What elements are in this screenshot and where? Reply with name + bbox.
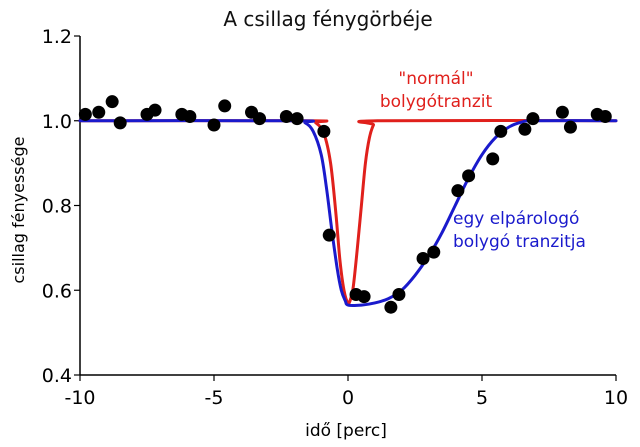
data-point [317, 124, 331, 138]
data-points [78, 95, 612, 314]
data-point [207, 118, 221, 132]
x-ticks: -10 -5 0 5 10 [64, 375, 628, 409]
data-point [218, 99, 232, 113]
curves [78, 118, 618, 307]
x-tick-label: -5 [205, 387, 224, 409]
data-point [92, 105, 106, 119]
axes [79, 36, 616, 376]
data-point [279, 110, 293, 124]
x-axis-label: idő [perc] [305, 421, 387, 441]
data-point [105, 95, 119, 109]
annotation-evaporating-line-2: bolygó tranzitja [453, 232, 586, 252]
data-point [486, 152, 500, 166]
data-point [253, 112, 267, 126]
annotation-normal-transit: "normál" bolygótranzit [380, 69, 493, 112]
data-point [322, 228, 336, 242]
data-point [357, 290, 371, 304]
data-point [392, 287, 406, 301]
data-point [518, 122, 532, 136]
y-tick-label: 0.6 [42, 280, 72, 302]
y-ticks: 0.4 0.6 0.8 1.0 1.2 [42, 26, 80, 387]
y-tick-label: 1.2 [42, 26, 72, 48]
y-tick-label: 1.0 [42, 111, 72, 133]
data-point [494, 124, 508, 138]
y-tick-label: 0.4 [42, 365, 72, 387]
annotation-evaporating-line-1: egy elpárologó [453, 209, 579, 229]
x-tick-label: 5 [476, 387, 488, 409]
x-tick-label: 10 [604, 387, 628, 409]
chart-title: A csillag fénygörbéje [223, 7, 432, 31]
y-tick-label: 0.8 [42, 196, 72, 218]
x-tick-label: 0 [342, 387, 354, 409]
data-point [451, 184, 465, 198]
data-point [416, 251, 430, 265]
data-point [555, 105, 569, 119]
data-point [113, 116, 127, 130]
y-axis-label: csillag fényessége [9, 137, 28, 284]
data-point [290, 112, 304, 126]
data-point [148, 103, 162, 117]
data-point [427, 245, 441, 259]
annotation-normal-line-1: "normál" [398, 69, 473, 89]
data-point [384, 300, 398, 314]
annotation-evaporating-transit: egy elpárologó bolygó tranzitja [453, 209, 586, 252]
data-point [78, 107, 92, 121]
data-point [526, 112, 540, 126]
annotation-normal-line-2: bolygótranzit [380, 92, 493, 112]
data-point [598, 110, 612, 124]
evaporating-transit-curve [78, 119, 618, 307]
data-point [563, 120, 577, 134]
x-tick-label: -10 [64, 387, 95, 409]
data-point [462, 169, 476, 183]
data-point [183, 110, 197, 124]
normal-transit-curve [78, 118, 618, 305]
